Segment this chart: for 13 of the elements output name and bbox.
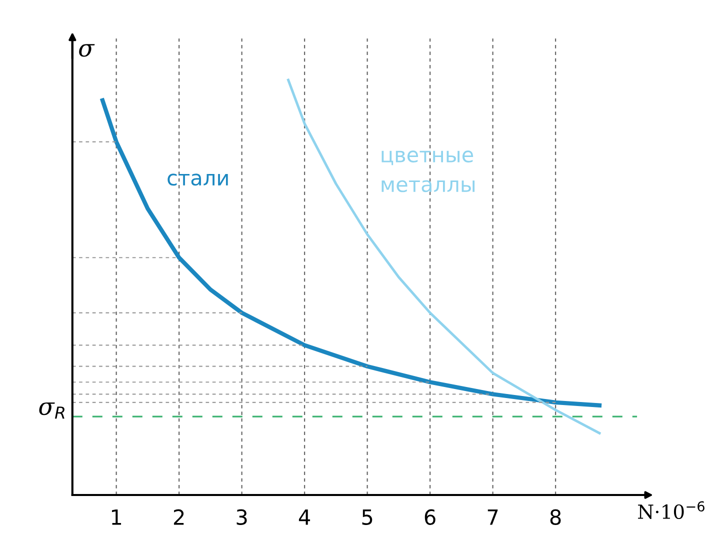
x-tick-label: 4 <box>298 510 310 525</box>
x-tick-label: 3 <box>236 509 247 526</box>
x-axis-title: N·10$^{−6}$ <box>638 501 704 520</box>
x-tick-label: 1 <box>112 510 122 525</box>
ref-line-label: σ$_{R}$ <box>39 402 64 419</box>
series-label: стали <box>168 174 228 186</box>
x-tick-label: 2 <box>174 509 184 525</box>
x-tick-label: 6 <box>424 509 436 526</box>
series-label: цветные металлы <box>382 150 475 192</box>
y-axis-title: σ <box>79 44 95 57</box>
x-tick-label: 7 <box>488 510 498 525</box>
x-tick-label: 8 <box>550 509 561 526</box>
x-tick-label: 5 <box>362 510 372 526</box>
